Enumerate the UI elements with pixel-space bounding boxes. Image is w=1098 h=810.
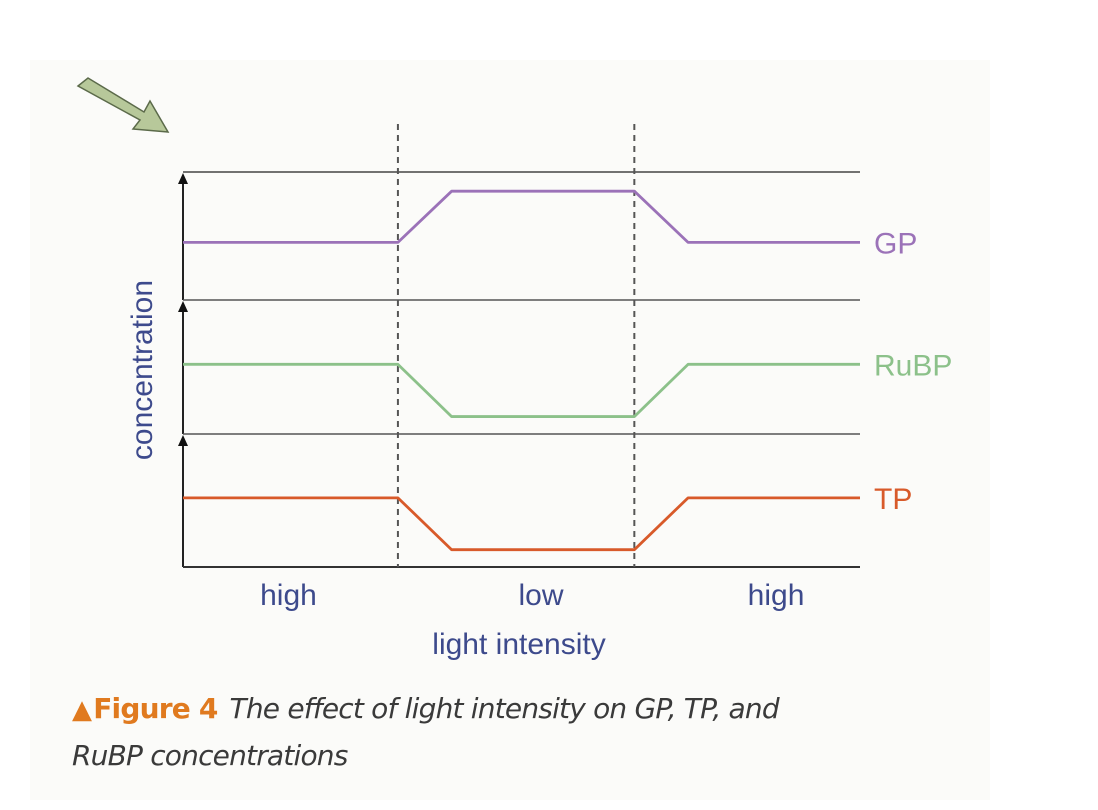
chart-legend: GP RuBP TP (874, 227, 952, 515)
chart-series (183, 189, 860, 552)
figure-caption: ▲Figure 4 The effect of light intensity o… (72, 686, 852, 779)
chart-dividers (396, 124, 636, 567)
y-axis-arrowhead-icon (178, 435, 188, 446)
x-axis-label: light intensity (432, 628, 605, 661)
figure-panel (30, 60, 990, 800)
pointer-arrow-icon (76, 77, 170, 133)
triangle-icon: ▲ (72, 695, 92, 725)
figure-label: Figure 4 (93, 692, 218, 725)
chart-axes (178, 171, 860, 568)
legend-label-gp: GP (874, 227, 917, 260)
chart-labels: high low high light intensity concentration (126, 280, 804, 661)
region-label: high (748, 579, 805, 612)
figure-caption-text: The effect of light intensity on GP, TP,… (72, 692, 780, 772)
series-line-tp (183, 496, 860, 552)
y-axis-arrowhead-icon (178, 301, 188, 312)
region-label: high (260, 579, 317, 612)
y-axis-arrowhead-icon (178, 173, 188, 184)
y-axis-label: concentration (126, 280, 159, 460)
region-label: low (518, 579, 563, 612)
legend-label-rubp: RuBP (874, 349, 952, 382)
arrow-icon (76, 77, 170, 133)
chart: GP RuBP TP high low high light intensity conce… (76, 77, 952, 661)
series-line-rubp (183, 362, 860, 418)
series-line-gp (183, 189, 860, 244)
legend-label-tp: TP (874, 483, 912, 516)
